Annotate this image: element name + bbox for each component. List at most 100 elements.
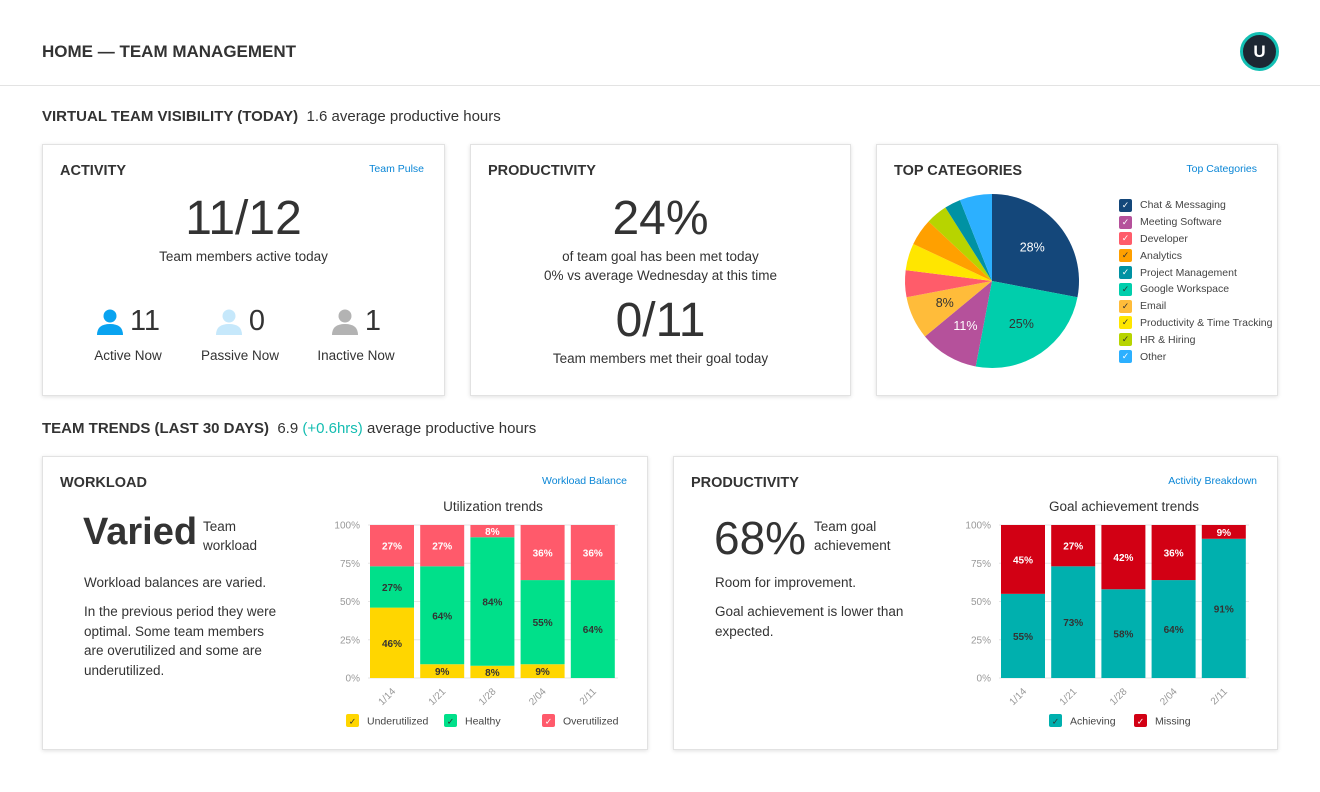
legend-item[interactable]: ✓ Underutilized: [346, 714, 428, 728]
bar-segment[interactable]: [1101, 589, 1146, 678]
legend-label: Email: [1140, 300, 1167, 313]
checkbox-icon[interactable]: [542, 714, 555, 727]
legend-item[interactable]: ✓ Developer: [1119, 231, 1272, 248]
checkbox-icon[interactable]: ✓: [1119, 198, 1132, 212]
legend-item[interactable]: ✓ Analytics: [1119, 247, 1272, 264]
bar-segment[interactable]: [470, 525, 515, 538]
bar-segment[interactable]: [1201, 538, 1246, 678]
bar-segment[interactable]: [470, 537, 515, 666]
bar-value-label: 36%: [533, 549, 553, 560]
status-stat: 0 Passive Now: [185, 305, 295, 363]
bar-segment[interactable]: [1201, 525, 1246, 539]
stat-value: 1: [364, 305, 382, 337]
bar-segment[interactable]: [1001, 593, 1045, 678]
checkbox-icon[interactable]: ✓: [1119, 266, 1132, 280]
legend-label: Other: [1140, 350, 1167, 363]
checkbox-icon[interactable]: ✓: [1119, 215, 1132, 229]
user-avatar[interactable]: U: [1240, 32, 1279, 71]
legend-item[interactable]: ✓ Meeting Software: [1119, 214, 1272, 231]
pie-slice[interactable]: [913, 221, 992, 281]
bar-segment[interactable]: [570, 580, 615, 678]
bar-segment[interactable]: [470, 665, 515, 678]
bar-segment[interactable]: [1151, 525, 1196, 581]
x-tick-label: 1/14: [377, 686, 399, 708]
checkbox-icon[interactable]: [1134, 714, 1147, 727]
pie-slice[interactable]: [905, 270, 992, 298]
bar-value-label: 45%: [1013, 555, 1033, 566]
team-pulse-link[interactable]: Team Pulse: [369, 163, 424, 175]
trends-delta: (+0.6hrs): [302, 420, 363, 437]
checkbox-icon[interactable]: ✓: [1119, 232, 1132, 246]
legend-item[interactable]: ✓ Missing: [1134, 714, 1191, 728]
bar-segment[interactable]: [370, 566, 414, 608]
bar-segment[interactable]: [1151, 580, 1196, 678]
workload-title: WORKLOAD: [60, 475, 147, 491]
x-tick-label: 2/11: [578, 686, 599, 707]
workload-card: WORKLOAD Workload Balance Varied Team wor…: [42, 456, 648, 750]
bar-segment[interactable]: [1101, 525, 1146, 590]
checkbox-icon[interactable]: [1049, 714, 1062, 727]
bar-segment[interactable]: [520, 664, 565, 678]
pie-slice[interactable]: [924, 281, 992, 367]
legend-item[interactable]: ✓ Project Management: [1119, 264, 1272, 281]
productivity-trend-title: PRODUCTIVITY: [691, 475, 799, 491]
bar-segment[interactable]: [420, 566, 465, 665]
checkbox-icon[interactable]: [444, 714, 457, 727]
pie-slice[interactable]: [975, 281, 1078, 368]
pie-label: 25%: [1009, 317, 1034, 331]
active-caption: Team members active today: [159, 249, 328, 264]
legend-item[interactable]: ✓ HR & Hiring: [1119, 331, 1272, 348]
bar-segment[interactable]: [520, 525, 565, 581]
productivity-title: PRODUCTIVITY: [488, 163, 596, 179]
bar-segment[interactable]: [420, 525, 465, 567]
bar-segment[interactable]: [1001, 525, 1045, 594]
checkbox-icon[interactable]: [346, 714, 359, 727]
bar-value-label: 27%: [1063, 542, 1083, 553]
side-line-1: Team: [203, 519, 237, 534]
bar-segment[interactable]: [520, 580, 565, 665]
checkbox-icon[interactable]: ✓: [1119, 299, 1132, 313]
pie-slice[interactable]: [992, 194, 1079, 298]
workload-balance-link[interactable]: Workload Balance: [541, 475, 627, 487]
legend-item[interactable]: ✓ Productivity & Time Tracking: [1119, 315, 1272, 332]
checkbox-icon[interactable]: ✓: [1119, 333, 1132, 347]
pie-slice[interactable]: [928, 207, 992, 281]
bar-segment[interactable]: [1051, 525, 1096, 567]
bar-value-label: 27%: [382, 583, 402, 594]
checkbox-icon[interactable]: ✓: [1119, 316, 1132, 330]
legend-item[interactable]: ✓ Achieving: [1049, 714, 1116, 728]
legend-item[interactable]: ✓ Healthy: [444, 714, 501, 728]
bar-segment[interactable]: [570, 525, 615, 581]
checkbox-icon[interactable]: ✓: [1119, 282, 1132, 296]
utilization-chart: Utilization trends 0% 25% 50% 75% 100% 46% 27% 2…: [334, 499, 619, 728]
trends-suffix: average productive hours: [366, 420, 537, 437]
bar-segment[interactable]: [1051, 566, 1096, 678]
check-icon: ✓: [447, 717, 455, 727]
pie-legend: ✓ Chat & Messaging ✓ Meeting Software ✓ Devel…: [1119, 197, 1272, 365]
bar-value-label: 9%: [535, 667, 550, 678]
legend-item[interactable]: ✓ Other: [1119, 348, 1272, 365]
visibility-section-title: VIRTUAL TEAM VISIBILITY (TODAY) 1.6 aver…: [42, 108, 501, 125]
legend-label: HR & Hiring: [1140, 333, 1196, 346]
x-tick-label: 1/28: [1108, 686, 1130, 708]
bar-segment[interactable]: [370, 525, 414, 567]
stat-row: 0: [185, 305, 295, 338]
members-met-caption: Team members met their goal today: [552, 351, 769, 366]
bar-value-label: 46%: [382, 639, 402, 650]
legend-item[interactable]: ✓ Chat & Messaging: [1119, 197, 1272, 214]
bar-segment[interactable]: [370, 607, 414, 678]
legend-item[interactable]: ✓ Google Workspace: [1119, 281, 1272, 298]
pie-slice[interactable]: [905, 243, 992, 281]
top-categories-link[interactable]: Top Categories: [1186, 163, 1257, 175]
legend-label: Google Workspace: [1140, 283, 1230, 296]
legend-item[interactable]: ✓ Overutilized: [542, 714, 619, 728]
legend-item[interactable]: ✓ Email: [1119, 298, 1272, 315]
person-icon: [215, 309, 242, 335]
checkbox-icon[interactable]: ✓: [1119, 249, 1132, 263]
activity-breakdown-link[interactable]: Activity Breakdown: [1168, 475, 1257, 487]
pie-slice[interactable]: [906, 281, 992, 337]
bar-segment[interactable]: [420, 664, 465, 678]
pie-slice[interactable]: [945, 200, 992, 281]
checkbox-icon[interactable]: ✓: [1119, 350, 1132, 364]
pie-slice[interactable]: [959, 194, 992, 281]
